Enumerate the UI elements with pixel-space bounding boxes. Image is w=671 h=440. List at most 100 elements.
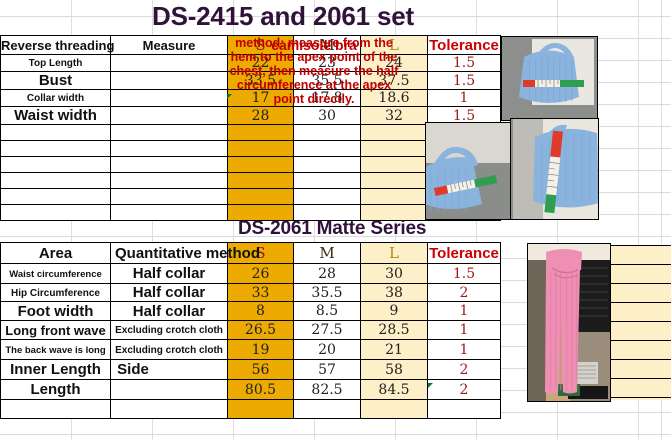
row-value-s: 33.5 — [227, 71, 294, 90]
table-row: Inner Length Side 56 57 58 2 — [0, 359, 501, 380]
camisole-bra-bust-measure-photo — [501, 36, 598, 121]
row-value-m — [293, 204, 361, 221]
camisole-bra-length-measure-photo — [510, 118, 599, 220]
row-value-m: 35.5 — [293, 71, 361, 90]
table-row: Top Length 22 23 24 1.5 — [0, 54, 501, 72]
row-value-m: 57 — [293, 359, 361, 380]
row-method — [110, 71, 228, 90]
row-value-l: 38 — [360, 283, 428, 302]
row-value-s: 26.5 — [227, 320, 294, 340]
row-method — [110, 156, 228, 173]
header-method: Quantitative method — [110, 242, 260, 264]
row-value-s — [227, 172, 294, 189]
row-value-l — [360, 124, 428, 141]
table-header-row: Reverse threading Measure S M L Toleranc… — [0, 35, 501, 55]
row-tolerance: 2 — [427, 283, 501, 302]
row-method — [110, 399, 228, 419]
row-method: Half collar — [110, 301, 228, 321]
row-value-l: 32 — [360, 106, 428, 125]
row-value-m: 35.5 — [293, 283, 361, 302]
row-area-label: Foot width — [0, 301, 111, 321]
row-value-l: 9 — [360, 301, 428, 321]
row-method — [110, 89, 228, 107]
table-row: Waist circumference Half collar 26 28 30… — [0, 263, 501, 284]
size-table-camisole: Reverse threading Measure S M L Toleranc… — [0, 35, 501, 221]
row-tolerance: 1 — [427, 339, 501, 360]
row-tolerance — [427, 399, 501, 419]
row-method: Excluding crotch cloth — [110, 320, 228, 340]
row-area-label — [0, 204, 111, 221]
row-value-m — [293, 172, 361, 189]
table-row: Collar width 17 17.8 18.6 1 — [0, 89, 501, 107]
header-method: Measure — [110, 35, 228, 55]
row-value-s — [227, 156, 294, 173]
table-row: The back wave is long Excluding crotch c… — [0, 339, 501, 360]
row-value-s — [227, 204, 294, 221]
row-value-l: 84.5 — [360, 379, 428, 400]
row-value-s — [227, 140, 294, 157]
header-size-l: L — [360, 242, 428, 264]
row-value-m: 82.5 — [293, 379, 361, 400]
row-method — [110, 54, 228, 72]
row-method — [110, 204, 228, 221]
row-value-s: 8 — [227, 301, 294, 321]
row-value-s: 17 — [227, 89, 294, 107]
row-tolerance: 1.5 — [427, 71, 501, 90]
row-value-m: 20 — [293, 339, 361, 360]
header-area: Reverse threading — [0, 35, 115, 55]
row-value-l: 37.5 — [360, 71, 428, 90]
row-area-label — [0, 124, 111, 141]
header-size-l: L — [360, 35, 428, 55]
row-value-m — [293, 188, 361, 205]
table-header-row: Area Quantitative method S M L Tolerance — [0, 242, 501, 264]
row-tolerance: 1.5 — [427, 263, 501, 284]
row-method — [110, 188, 228, 205]
row-value-l: 24 — [360, 54, 428, 72]
size-table-pants: Area Quantitative method S M L Tolerance… — [0, 242, 501, 419]
row-method — [110, 124, 228, 141]
header-tolerance: Tolerance — [427, 35, 501, 55]
row-tolerance: 1 — [427, 320, 501, 340]
row-area-label: Collar width — [0, 89, 111, 107]
row-value-m — [293, 399, 361, 419]
row-value-m: 8.5 — [293, 301, 361, 321]
row-value-m — [293, 124, 361, 141]
row-value-m — [293, 156, 361, 173]
row-value-s: 26 — [227, 263, 294, 284]
row-value-s: 56 — [227, 359, 294, 380]
row-value-m: 30 — [293, 106, 361, 125]
row-method: Excluding crotch cloth — [110, 339, 228, 360]
row-value-s: 80.5 — [227, 379, 294, 400]
row-method — [110, 172, 228, 189]
row-method: Half collar — [110, 263, 228, 284]
row-value-s — [227, 399, 294, 419]
row-area-label — [0, 140, 111, 157]
row-value-m: 17.8 — [293, 89, 361, 107]
table-row: Foot width Half collar 8 8.5 9 1 — [0, 301, 501, 321]
row-value-m — [293, 140, 361, 157]
table-row: Hip Circumference Half collar 33 35.5 38… — [0, 283, 501, 302]
row-value-s: 19 — [227, 339, 294, 360]
row-tolerance: 1.5 — [427, 54, 501, 72]
row-value-s: 22 — [227, 54, 294, 72]
row-tolerance: 1 — [427, 89, 501, 107]
pink-pants-full-view-photo — [527, 243, 611, 402]
row-area-label: Waist width — [0, 106, 111, 125]
row-area-label: Bust — [0, 71, 111, 90]
row-area-label: Waist circumference — [0, 263, 111, 284]
row-area-label: Top Length — [0, 54, 111, 72]
row-area-label — [0, 172, 111, 189]
comment-marker-icon — [227, 94, 232, 99]
row-method — [110, 106, 228, 125]
row-area-label — [0, 188, 111, 205]
table-row: Bust 33.5 35.5 37.5 1.5 — [0, 71, 501, 90]
header-tolerance: Tolerance — [427, 242, 501, 264]
row-method: Half collar — [110, 283, 228, 302]
row-area-label: Length — [0, 379, 111, 400]
row-area-label — [0, 399, 111, 419]
row-value-m: 28 — [293, 263, 361, 284]
table-row: Long front wave Excluding crotch cloth 2… — [0, 320, 501, 340]
page-title-top: DS-2415 and 2061 set — [152, 1, 414, 31]
row-method — [110, 140, 228, 157]
